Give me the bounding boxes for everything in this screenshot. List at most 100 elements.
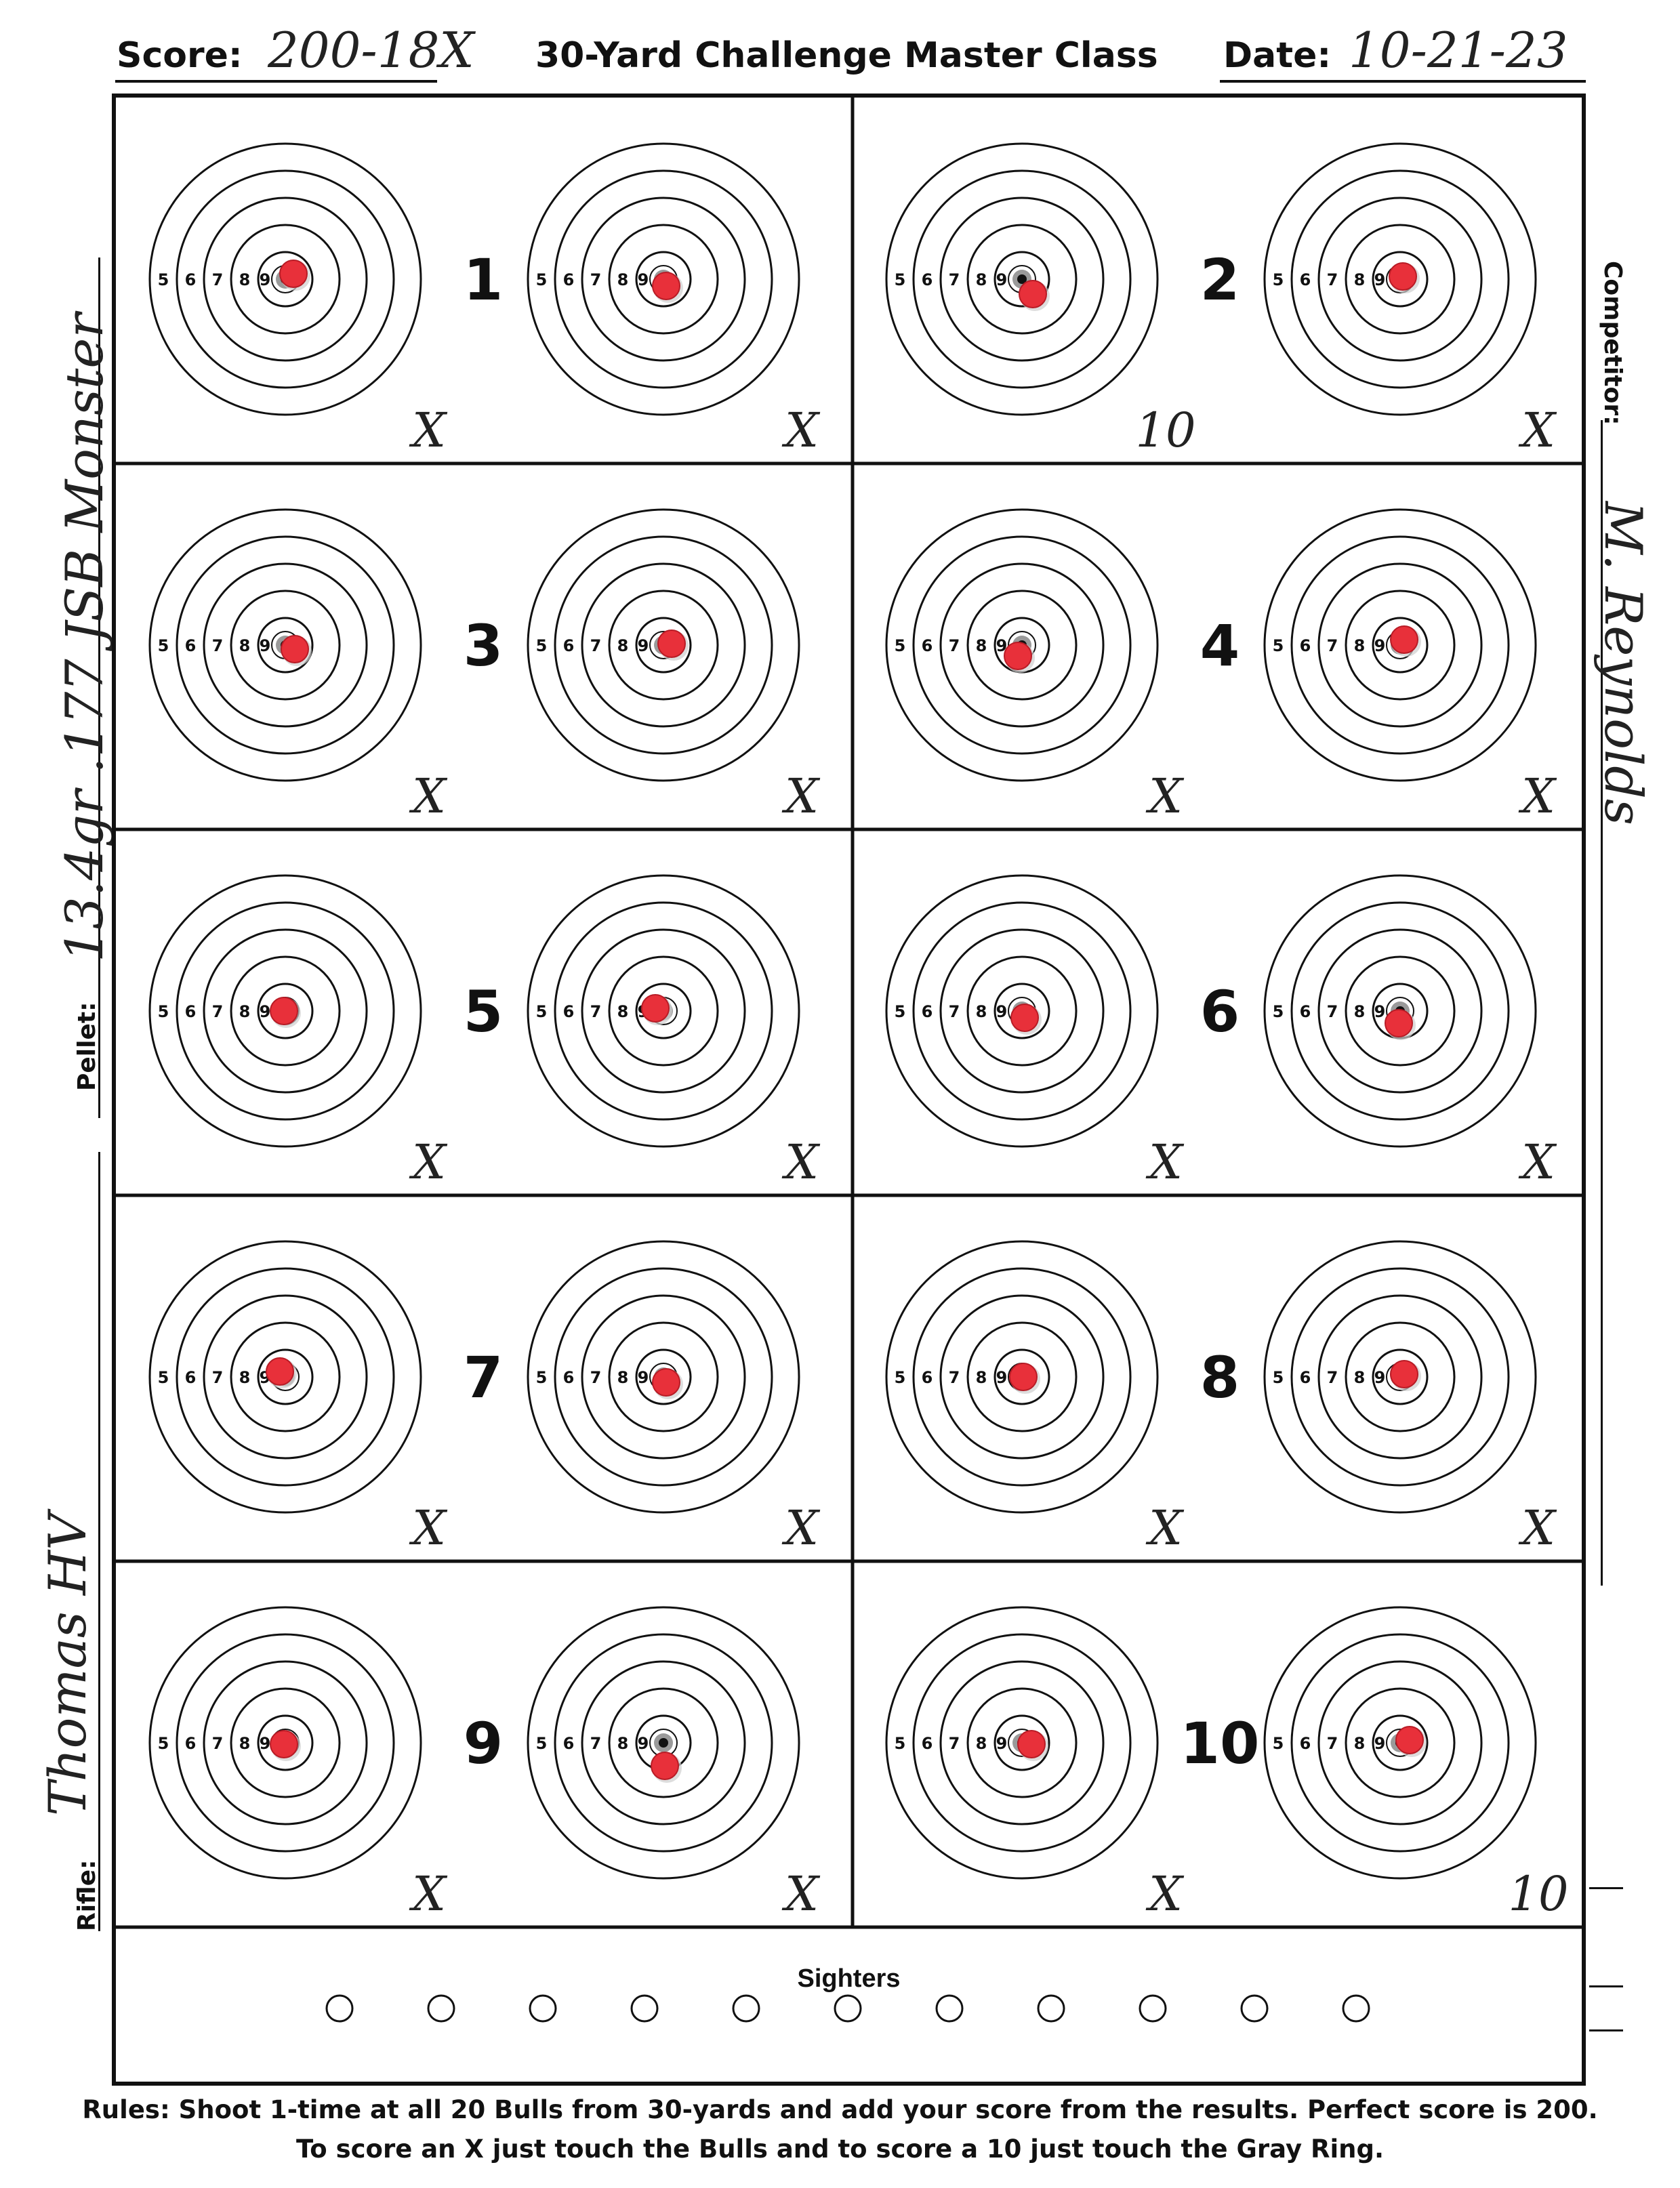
sighter-bull [1139,1994,1167,2023]
ring-label: 9 [260,1002,271,1021]
ring-label: 5 [895,1734,906,1753]
target-ring [148,1240,422,1514]
ring-label: 9 [638,1734,649,1753]
ring-label: 9 [996,1734,1008,1753]
ring-label: 8 [976,1368,987,1387]
target-ring [912,1633,1132,1853]
ring-label: 9 [1374,636,1386,655]
score-mark-left: X [409,1500,448,1556]
ring-label: 7 [949,270,960,289]
ring-label: 7 [949,1368,960,1387]
target-ring [885,508,1159,782]
ring-label: 6 [922,270,933,289]
target-ring [581,197,746,362]
ring-label: 5 [1273,1368,1284,1387]
ring-label: 8 [617,1368,629,1387]
ring-label: 8 [239,1002,251,1021]
shot-hole [270,997,298,1025]
target-ring [257,1348,314,1405]
shot-hole [279,260,308,288]
target-ring [527,508,800,782]
score-header: Score: 200-18X 30-Yard Challenge Master … [108,22,1586,88]
ring-label: 9 [1374,1368,1386,1387]
ring-label: 5 [536,636,548,655]
ring-label: 5 [895,636,906,655]
date-value: 10-21-23 [1349,22,1568,79]
ring-label: 7 [590,1734,602,1753]
target-ring [885,874,1159,1148]
target-ring [1263,142,1537,416]
pellet-line [98,257,100,1118]
ring-label: 6 [185,1002,197,1021]
shot-hole [651,1752,679,1780]
ring-label: 6 [922,1002,933,1021]
target-ring [257,617,314,674]
ring-label: 9 [996,636,1008,655]
target-ring [527,1606,800,1880]
target-ring [203,197,368,362]
target-ring [939,197,1105,362]
ring-label: 5 [1273,1002,1284,1021]
target-ring [176,1267,395,1487]
ring-label: 8 [239,1734,251,1753]
ring-label: 5 [536,1734,548,1753]
shot-hole [1009,1363,1038,1391]
date-label: Date: [1223,35,1332,76]
ring-label: 5 [158,1368,169,1387]
ring-label: 9 [996,270,1008,289]
target-ring [1290,535,1510,755]
ring-label: 7 [212,1368,224,1387]
ring-label: 6 [185,1368,197,1387]
target-ring [148,508,422,782]
sighter-bull [630,1994,659,2023]
target-number: 2 [1200,247,1239,313]
shot-hole [1019,280,1047,308]
ring-label: 9 [996,1368,1008,1387]
ring-label: 6 [922,636,933,655]
ring-label: 6 [1300,270,1311,289]
shot-hole [281,635,309,663]
ring-label: 5 [536,1002,548,1021]
target-number: 5 [464,978,503,1045]
target-ring [203,928,368,1094]
ring-label: 5 [1273,1734,1284,1753]
ring-label: 5 [158,270,169,289]
ring-label: 8 [617,1002,629,1021]
score-mark-right: X [781,768,821,824]
target-ring [1372,1714,1429,1771]
sighter-bull [325,1994,354,2023]
ring-label: 7 [212,270,224,289]
ring-label: 5 [158,1002,169,1021]
target-ring [1317,928,1483,1094]
ring-label: 8 [976,636,987,655]
target-ring [257,983,314,1039]
ring-label: 8 [617,1734,629,1753]
target-ring [527,874,800,1148]
competitor-line [1601,420,1603,1586]
target-number: 3 [464,613,503,679]
shot-hole [657,629,686,658]
ring-label: 6 [922,1734,933,1753]
date-underline [1220,80,1586,83]
competitor-label: Competitor: [1599,261,1626,426]
ring-label: 9 [638,1368,649,1387]
target-ring [912,1267,1132,1487]
score-value: 200-18X [268,22,474,79]
ring-label: 6 [1300,1368,1311,1387]
target-ring [966,955,1078,1067]
target-number: 9 [464,1710,503,1777]
target-ring [554,169,773,389]
target-ring [885,1240,1159,1514]
target-ring [1317,562,1483,728]
target-ring [148,1606,422,1880]
target-ring [1345,1321,1456,1432]
ring-label: 5 [158,636,169,655]
target-ring [581,1294,746,1460]
pellet-value: 13.4gr .177 JSB Monster [54,313,115,962]
sighters-title: Sighters [797,1964,901,1993]
sighter-bull [1342,1994,1370,2023]
ring-label: 6 [563,1002,575,1021]
ring-label: 8 [976,270,987,289]
target-ring [912,535,1132,755]
ring-label: 7 [1327,1002,1338,1021]
